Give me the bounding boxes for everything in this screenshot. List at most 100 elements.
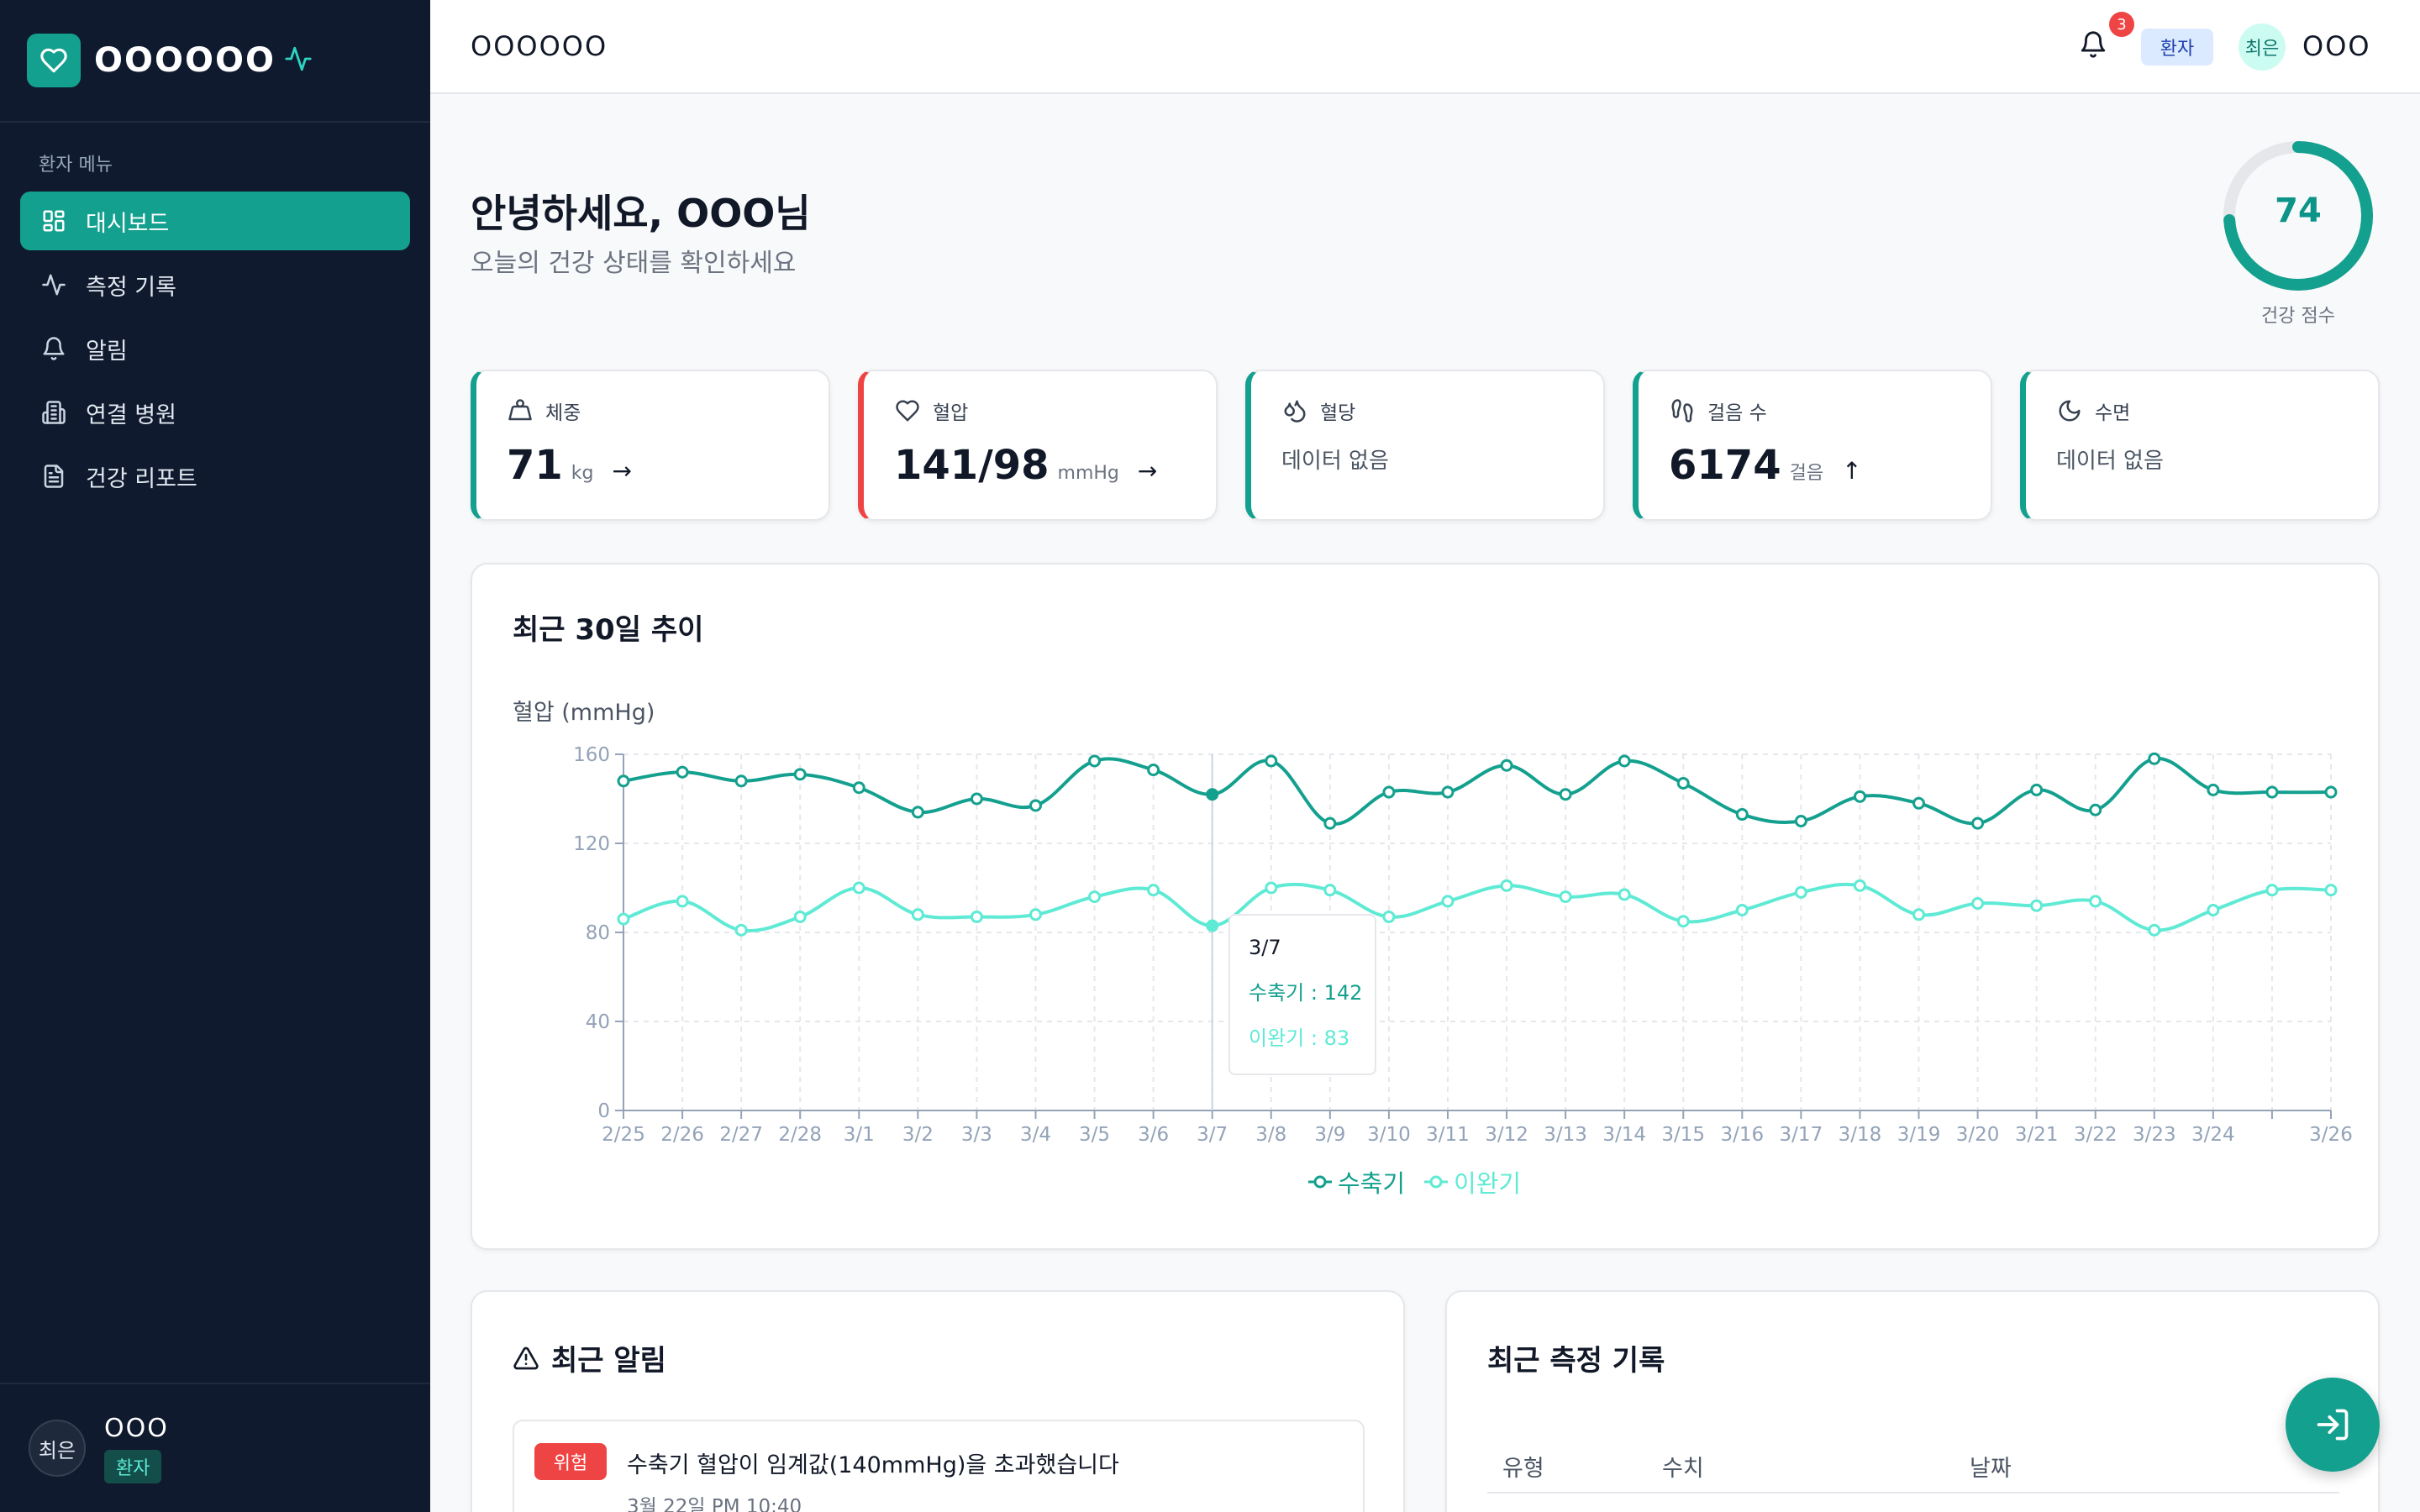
sidebar-menu: 대시보드 측정 기록 알림 연결 병원 건강 리포트 xyxy=(0,192,430,506)
data-point xyxy=(2089,895,2102,908)
sidebar: OOOOOO 환자 메뉴 대시보드 측정 기록 알림 xyxy=(0,0,430,1512)
x-tick-label: 3/16 xyxy=(1720,1124,1764,1146)
data-point xyxy=(2324,884,2338,897)
data-point xyxy=(793,910,807,923)
stat-value: 71 xyxy=(507,442,563,489)
brand-name: OOOOOO xyxy=(94,41,276,80)
x-tick-label: 3/2 xyxy=(902,1124,934,1146)
avatar[interactable]: 최은 xyxy=(2238,24,2286,71)
data-point xyxy=(1323,884,1337,897)
data-point xyxy=(1441,895,1455,908)
trend-arrow-icon: → xyxy=(1137,457,1158,485)
stat-unit: mmHg xyxy=(1057,463,1119,484)
login-fab-button[interactable] xyxy=(2286,1378,2380,1472)
sidebar-item-label: 연결 병원 xyxy=(86,402,176,428)
chart-card-title: 최근 30일 추이 xyxy=(513,613,704,647)
sidebar-item-label: 측정 기록 xyxy=(86,274,176,301)
data-point xyxy=(1147,764,1160,777)
stat-card-steps[interactable]: 걸음 수 6174 걸음 ↑ xyxy=(1633,370,1992,521)
weight-icon xyxy=(507,397,534,424)
x-tick-label: 3/9 xyxy=(1314,1124,1345,1146)
sidebar-user[interactable]: 최은 OOO 환자 xyxy=(0,1383,430,1512)
data-point xyxy=(1088,890,1102,904)
sidebar-item-hospitals[interactable]: 연결 병원 xyxy=(20,383,410,442)
alert-item[interactable]: 위험 수축기 혈압이 임계값(140mmHg)을 초과했습니다 3월 22일 P… xyxy=(513,1420,1365,1512)
data-point xyxy=(2030,783,2044,796)
activity-icon xyxy=(40,271,67,298)
notification-bell-icon[interactable] xyxy=(2079,30,2112,64)
sidebar-item-alerts[interactable]: 알림 xyxy=(20,319,410,378)
data-point xyxy=(676,895,689,908)
footprints-icon xyxy=(1669,397,1696,424)
data-point xyxy=(1382,910,1396,923)
trend-arrow-icon: → xyxy=(612,457,632,485)
alert-message: 수축기 혈압이 임계값(140mmHg)을 초과했습니다 xyxy=(627,1452,1119,1478)
data-point xyxy=(617,774,630,788)
records-table-header: 유형 수치 날짜 xyxy=(1487,1433,2339,1494)
brand[interactable]: OOOOOO xyxy=(0,0,430,123)
y-tick-label: 160 xyxy=(573,744,610,766)
x-tick-label: 3/13 xyxy=(1544,1124,1587,1146)
top-bar: OOOOOO 3 환자 최은 OOO xyxy=(430,0,2420,94)
x-tick-label: 3/18 xyxy=(1839,1124,1882,1146)
legend-label: 수축기 xyxy=(1338,1169,1406,1198)
stat-empty-text: 데이터 없음 xyxy=(2056,449,2164,474)
sidebar-item-records[interactable]: 측정 기록 xyxy=(20,255,410,314)
chart-y-axis-label: 혈압 (mmHg) xyxy=(513,700,655,726)
chart-tooltip: 3/7 수축기 : 142 이완기 : 83 xyxy=(1228,914,1376,1075)
x-tick-label: 3/11 xyxy=(1426,1124,1470,1146)
data-point xyxy=(2030,899,2044,912)
blood-pressure-line-chart[interactable]: 0 40 80 120 160 2/25 2/26 2/27 2/28 3/1 3/2 3/3 3/4 3… xyxy=(472,564,2381,1252)
stat-unit: 걸음 xyxy=(1789,463,1824,484)
recent-alerts-card: 최근 알림 위험 수축기 혈압이 임계값(140mmHg)을 초과했습니다 3월… xyxy=(471,1290,1405,1512)
data-point xyxy=(793,768,807,781)
stat-card-blood-pressure[interactable]: 혈압 141/98 mmHg → xyxy=(858,370,1218,521)
data-point xyxy=(1618,754,1631,768)
x-tick-label: 3/17 xyxy=(1780,1124,1823,1146)
data-point xyxy=(1088,754,1102,768)
stat-card-weight[interactable]: 체중 71 kg → xyxy=(471,370,830,521)
data-point xyxy=(2265,884,2279,897)
sidebar-item-dashboard[interactable]: 대시보드 xyxy=(20,192,410,250)
stat-card-sleep[interactable]: 수면 데이터 없음 xyxy=(2020,370,2380,521)
stat-empty-text: 데이터 없음 xyxy=(1281,449,1389,474)
data-point xyxy=(1500,879,1513,892)
sidebar-item-report[interactable]: 건강 리포트 xyxy=(20,447,410,506)
health-score-value: 74 xyxy=(2275,192,2322,230)
stat-value: 6174 xyxy=(1669,442,1781,489)
data-point xyxy=(2265,785,2279,799)
legend-item-diastolic[interactable]: 이완기 xyxy=(1423,1164,1521,1200)
user-name: OOO xyxy=(104,1413,169,1443)
data-point xyxy=(734,774,748,788)
user-name[interactable]: OOO xyxy=(2302,30,2371,62)
x-tick-label: 3/8 xyxy=(1255,1124,1286,1146)
legend-line-marker-icon xyxy=(1424,1175,1449,1189)
legend-item-systolic[interactable]: 수축기 xyxy=(1307,1164,1405,1200)
column-header-value: 수치 xyxy=(1662,1456,1704,1482)
data-point xyxy=(1971,897,1985,911)
stat-label: 혈압 xyxy=(933,402,969,424)
x-tick-label: 3/10 xyxy=(1367,1124,1411,1146)
chart-legend: 수축기 이완기 xyxy=(1307,1164,1539,1200)
data-point xyxy=(1206,919,1219,932)
x-tick-label: 3/3 xyxy=(961,1124,992,1146)
stat-label: 걸음 수 xyxy=(1707,402,1767,424)
data-point xyxy=(2207,783,2220,796)
hospital-icon xyxy=(40,399,67,426)
data-point xyxy=(1735,904,1749,916)
role-chip: 환자 xyxy=(2141,29,2213,66)
data-point xyxy=(1676,776,1690,790)
report-icon xyxy=(40,463,67,490)
stat-label: 체중 xyxy=(545,402,581,424)
droplet-icon xyxy=(1281,397,1308,424)
x-tick-label: 2/25 xyxy=(602,1124,645,1146)
stat-card-blood-sugar[interactable]: 혈당 데이터 없음 xyxy=(1245,370,1605,521)
data-point xyxy=(1794,815,1807,827)
data-point xyxy=(970,792,983,806)
x-tick-label: 2/28 xyxy=(778,1124,822,1146)
data-point xyxy=(1265,754,1278,768)
data-point xyxy=(1323,816,1337,830)
avatar: 최은 xyxy=(29,1420,86,1477)
data-point xyxy=(852,881,865,895)
data-point xyxy=(2148,923,2161,937)
